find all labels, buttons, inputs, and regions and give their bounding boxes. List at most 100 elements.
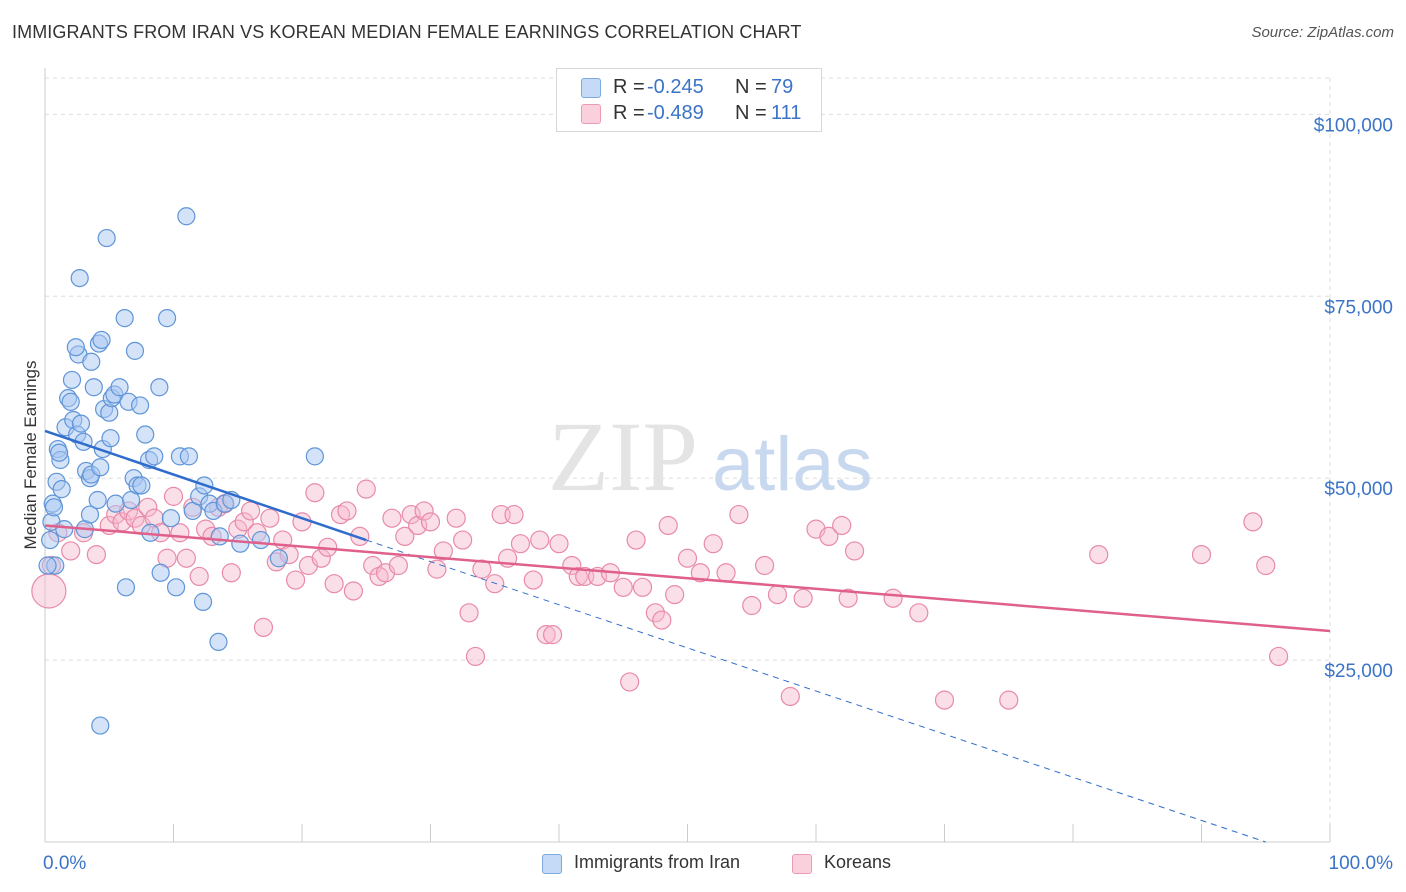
point-iran xyxy=(66,338,85,357)
point-koreans xyxy=(1243,512,1263,532)
point-iran xyxy=(305,447,324,466)
point-koreans xyxy=(221,563,241,583)
point-iran xyxy=(101,429,120,448)
point-iran xyxy=(38,556,57,575)
point-iran xyxy=(179,447,199,466)
point-koreans xyxy=(703,534,723,554)
point-koreans xyxy=(838,588,858,608)
point-koreans xyxy=(176,548,196,568)
point-iran xyxy=(92,330,111,350)
watermark-atlas: atlas xyxy=(712,422,873,507)
legend-swatch-iran xyxy=(581,78,601,98)
point-koreans xyxy=(832,515,852,536)
legend-n-label: N = xyxy=(735,102,767,124)
point-koreans xyxy=(125,508,145,528)
point-koreans xyxy=(626,530,646,550)
point-koreans xyxy=(523,570,543,590)
point-iran xyxy=(136,425,155,444)
point-koreans xyxy=(1191,544,1212,565)
point-koreans xyxy=(350,526,370,547)
bottom-legend-swatch-iran xyxy=(542,854,562,874)
point-koreans xyxy=(253,617,274,637)
point-iran xyxy=(88,490,107,510)
point-iran xyxy=(210,527,229,546)
tick-labels: $25,000 $50,000 $75,000 $100,000 0.0% 100.0% xyxy=(43,115,1393,874)
point-koreans xyxy=(31,573,67,609)
point-iran xyxy=(157,309,177,328)
point-koreans xyxy=(677,548,698,568)
point-koreans xyxy=(465,646,486,667)
trend-iran xyxy=(44,429,367,542)
point-iran xyxy=(55,520,74,539)
point-koreans xyxy=(934,690,955,710)
trend-lines xyxy=(44,429,1331,843)
point-koreans xyxy=(620,672,640,692)
point-koreans xyxy=(61,541,81,561)
point-koreans xyxy=(356,479,376,499)
point-koreans xyxy=(324,574,344,594)
point-koreans xyxy=(1268,646,1289,667)
point-koreans xyxy=(163,486,184,506)
point-koreans xyxy=(767,585,788,605)
series-iran-points xyxy=(38,207,324,735)
point-koreans xyxy=(530,530,550,550)
point-iran xyxy=(177,207,196,226)
legend-r-value-koreans: -0.489 xyxy=(647,102,704,124)
point-koreans xyxy=(305,483,325,503)
point-koreans xyxy=(658,515,678,536)
point-koreans xyxy=(652,610,672,630)
point-koreans xyxy=(504,504,524,525)
point-iran xyxy=(231,534,250,553)
point-koreans xyxy=(665,585,685,605)
trend-iran-extrapolated xyxy=(366,539,1266,843)
point-koreans xyxy=(453,530,473,550)
point-koreans xyxy=(690,563,710,583)
chart-title: IMMIGRANTS FROM IRAN VS KOREAN MEDIAN FE… xyxy=(12,22,802,42)
point-iran xyxy=(97,228,116,248)
point-koreans xyxy=(260,508,280,528)
point-koreans xyxy=(388,555,408,576)
point-koreans xyxy=(883,588,903,608)
point-koreans xyxy=(645,603,665,623)
watermark: ZIP atlas xyxy=(548,401,873,512)
point-iran xyxy=(91,458,110,477)
y-tick-label: $100,000 xyxy=(1314,115,1393,136)
point-koreans xyxy=(241,501,261,521)
point-iran xyxy=(166,578,186,597)
legend-r-label: R = xyxy=(613,76,645,98)
point-iran xyxy=(209,632,228,652)
legend-r-value-iran: -0.245 xyxy=(647,76,704,98)
point-koreans xyxy=(844,541,865,561)
source-label: Source: ZipAtlas.com xyxy=(1251,24,1394,41)
point-iran xyxy=(110,378,129,397)
point-koreans xyxy=(542,625,563,645)
point-iran xyxy=(151,563,170,582)
point-koreans xyxy=(999,690,1019,710)
point-koreans xyxy=(382,508,402,528)
point-iran xyxy=(52,480,71,499)
point-iran xyxy=(61,392,80,411)
point-koreans xyxy=(780,686,800,707)
point-iran xyxy=(130,396,150,415)
bottom-legend-swatch-koreans xyxy=(792,854,812,874)
bottom-legend-label-iran: Immigrants from Iran xyxy=(574,852,741,872)
point-koreans xyxy=(337,501,357,521)
point-iran xyxy=(269,549,288,568)
point-koreans xyxy=(401,504,421,525)
point-koreans xyxy=(189,566,209,587)
point-koreans xyxy=(536,625,556,645)
point-koreans xyxy=(369,566,389,587)
trend-koreans xyxy=(44,524,1331,633)
legend-swatch-koreans xyxy=(581,104,601,124)
point-iran xyxy=(70,268,89,288)
series-koreans-points xyxy=(31,479,1289,710)
point-koreans xyxy=(330,504,351,525)
legend-row-iran: R = -0.245 N = 79 xyxy=(557,75,821,101)
point-iran xyxy=(116,578,136,597)
point-koreans xyxy=(819,526,839,547)
point-koreans xyxy=(395,526,415,547)
point-koreans xyxy=(729,504,749,525)
point-koreans xyxy=(742,595,762,616)
point-iran xyxy=(50,443,69,462)
point-iran xyxy=(145,447,164,466)
